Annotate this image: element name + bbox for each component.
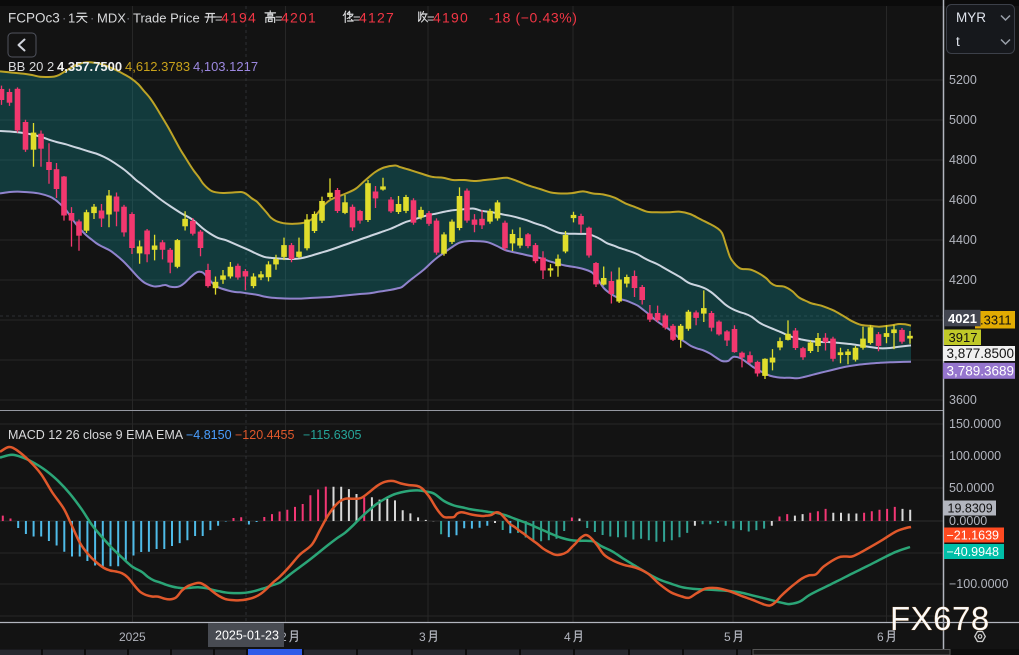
svg-text:3917: 3917 <box>949 330 978 345</box>
svg-text:4200: 4200 <box>949 273 977 287</box>
svg-text:−120.4455: −120.4455 <box>235 428 294 442</box>
svg-text:5000: 5000 <box>949 113 977 127</box>
svg-text:4201: 4201 <box>281 10 317 26</box>
svg-text:-18 (−0.43%): -18 (−0.43%) <box>489 10 578 26</box>
svg-text:FX678: FX678 <box>890 600 990 637</box>
svg-text:=: = <box>215 11 223 26</box>
svg-text:4127: 4127 <box>359 10 395 26</box>
svg-text:FCPOc3: FCPOc3 <box>8 11 60 26</box>
svg-text:4400: 4400 <box>949 233 977 247</box>
svg-text:100.0000: 100.0000 <box>949 449 1001 463</box>
svg-text:−4.8150: −4.8150 <box>186 428 232 442</box>
svg-text:MYR: MYR <box>956 10 986 25</box>
svg-text:4,103.1217: 4,103.1217 <box>193 59 258 74</box>
svg-text:−21.1639: −21.1639 <box>947 529 1000 543</box>
svg-text:MACD 12 26 close 9 EMA EMA: MACD 12 26 close 9 EMA EMA <box>8 428 184 442</box>
svg-text:1: 1 <box>68 11 75 26</box>
svg-text:=: = <box>427 11 435 26</box>
svg-text:2025-01-23: 2025-01-23 <box>215 629 279 643</box>
svg-text:3600: 3600 <box>949 393 977 407</box>
svg-text:4: 4 <box>564 630 571 644</box>
svg-text:0.0000: 0.0000 <box>949 514 987 528</box>
svg-text:4600: 4600 <box>949 193 977 207</box>
svg-text:4190: 4190 <box>433 10 469 26</box>
svg-text:4194: 4194 <box>221 10 257 26</box>
svg-text:.3311: .3311 <box>980 313 1012 328</box>
svg-text:4,612.3783: 4,612.3783 <box>125 59 190 74</box>
svg-text:−40.9948: −40.9948 <box>947 545 1000 559</box>
svg-text:Trade Price: Trade Price <box>133 11 200 26</box>
svg-text:t: t <box>956 34 960 49</box>
svg-text:4,357.7500: 4,357.7500 <box>57 59 122 74</box>
svg-text:3,877.8500: 3,877.8500 <box>947 346 1015 361</box>
svg-text:19.8309: 19.8309 <box>948 502 993 516</box>
svg-text:5: 5 <box>724 630 731 644</box>
svg-text:4021: 4021 <box>948 311 977 326</box>
svg-text:−100.0000: −100.0000 <box>949 577 1008 591</box>
svg-text:3: 3 <box>419 630 426 644</box>
svg-text:5200: 5200 <box>949 73 977 87</box>
svg-text:MDX: MDX <box>97 11 126 26</box>
svg-text:6: 6 <box>877 630 884 644</box>
svg-text:·: · <box>62 11 66 26</box>
svg-text:=: = <box>275 11 283 26</box>
svg-text:2025: 2025 <box>119 630 146 644</box>
svg-text:−115.6305: −115.6305 <box>303 428 362 442</box>
svg-text:50.0000: 50.0000 <box>949 481 994 495</box>
svg-text:4800: 4800 <box>949 153 977 167</box>
svg-text:·: · <box>90 11 94 26</box>
svg-text:·: · <box>126 11 130 26</box>
svg-text:150.0000: 150.0000 <box>949 417 1001 431</box>
svg-text:3,789.3689: 3,789.3689 <box>947 363 1015 378</box>
svg-text:BB 20 2: BB 20 2 <box>8 59 54 74</box>
svg-text:=: = <box>353 11 361 26</box>
